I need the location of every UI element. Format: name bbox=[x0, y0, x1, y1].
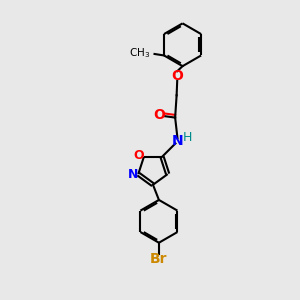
Text: CH$_3$: CH$_3$ bbox=[129, 46, 150, 60]
Text: O: O bbox=[171, 69, 183, 83]
Text: Br: Br bbox=[150, 252, 168, 266]
Text: N: N bbox=[128, 168, 138, 181]
Text: H: H bbox=[182, 131, 192, 144]
Text: O: O bbox=[153, 108, 165, 122]
Text: N: N bbox=[172, 134, 183, 148]
Text: O: O bbox=[133, 149, 144, 162]
